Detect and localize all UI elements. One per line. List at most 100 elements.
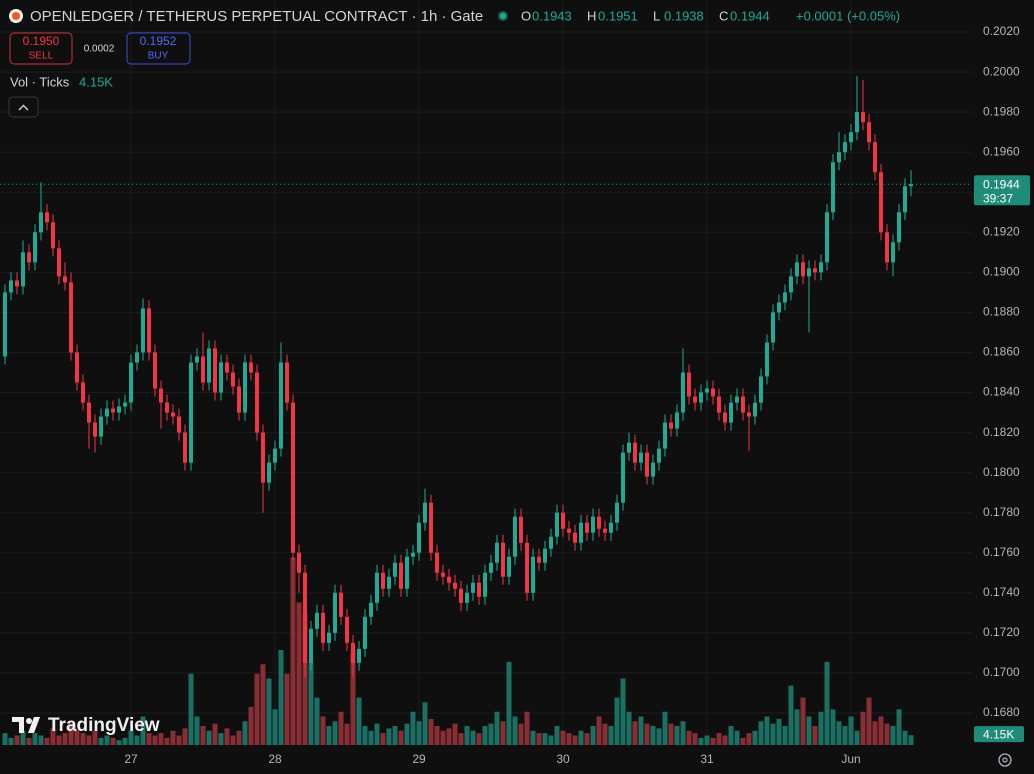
candle-body xyxy=(495,542,499,563)
candle-body xyxy=(351,642,355,663)
candle-body xyxy=(213,348,217,393)
y-tick-label: 0.1860 xyxy=(983,345,1020,359)
candle-body xyxy=(333,592,337,633)
volume-bar xyxy=(146,733,152,745)
candle-body xyxy=(693,396,697,403)
candle-body xyxy=(69,282,73,353)
candle-body xyxy=(711,388,715,397)
settings-icon[interactable] xyxy=(998,753,1012,767)
volume-bar xyxy=(710,737,716,745)
y-tick-label: 0.1760 xyxy=(983,545,1020,559)
volume-bar xyxy=(176,735,182,745)
volume-bar xyxy=(194,716,200,745)
candle-body xyxy=(771,312,775,343)
volume-bar xyxy=(356,697,362,745)
volume-bar xyxy=(182,728,188,745)
x-tick-label: 30 xyxy=(556,752,570,766)
volume-bar xyxy=(374,723,380,745)
candle-body xyxy=(369,602,373,617)
volume-bar xyxy=(128,730,134,745)
volume-axis-label: 4.15K xyxy=(983,727,1014,741)
volume-bar xyxy=(62,733,68,745)
candle-body xyxy=(417,522,421,553)
volume-bar xyxy=(488,723,494,745)
candle-body xyxy=(231,372,235,387)
spread: 0.0002 xyxy=(84,44,115,55)
candle-body xyxy=(141,308,145,353)
collapse-button[interactable] xyxy=(8,96,39,118)
volume-bar xyxy=(308,661,314,745)
candle-body xyxy=(621,452,625,503)
volume-bar xyxy=(662,711,668,745)
candle-body xyxy=(39,212,43,233)
sell-button[interactable] xyxy=(9,32,73,65)
volume-bar xyxy=(116,740,122,745)
volume-bar xyxy=(104,735,110,745)
candle-body xyxy=(789,276,793,293)
candle-body xyxy=(87,402,91,423)
volume-bar xyxy=(878,716,884,745)
candle-body xyxy=(561,512,565,529)
candle-body xyxy=(219,362,223,393)
candle-body xyxy=(873,142,877,173)
volume-bar xyxy=(872,721,878,745)
volume-bar xyxy=(248,707,254,745)
candle-body xyxy=(255,372,259,433)
volume-bar xyxy=(302,614,308,745)
candle-body xyxy=(75,352,79,383)
buy-button[interactable] xyxy=(126,32,191,65)
candle-body xyxy=(297,552,301,573)
ohlc-value: 0.1938 xyxy=(664,8,704,23)
volume-legend[interactable]: Vol · Ticks xyxy=(10,74,70,89)
volume-bar xyxy=(812,726,818,745)
candle-body xyxy=(777,302,781,313)
candle-body xyxy=(909,184,913,187)
volume-bar xyxy=(464,726,470,745)
status-dot-inner xyxy=(500,13,506,19)
volume-bar xyxy=(140,716,146,745)
candle-body xyxy=(813,268,817,273)
volume-bar xyxy=(674,726,680,745)
volume-bar xyxy=(530,730,536,745)
volume-bar xyxy=(626,711,632,745)
candle-body xyxy=(747,412,751,417)
volume-bar xyxy=(344,723,350,745)
candle-body xyxy=(315,612,319,629)
volume-bar xyxy=(422,702,428,745)
candle-body xyxy=(207,348,211,383)
candle-body xyxy=(531,556,535,593)
ohlc-key: H xyxy=(587,8,596,23)
volume-bar xyxy=(656,728,662,745)
volume-bar xyxy=(206,730,212,745)
x-tick-label: 27 xyxy=(124,752,138,766)
candle-body xyxy=(261,432,265,483)
candle-body xyxy=(459,588,463,603)
volume-bar xyxy=(512,716,518,745)
volume-bar xyxy=(572,735,578,745)
candle-body xyxy=(567,528,571,533)
candle-body xyxy=(99,416,103,437)
candle-body xyxy=(525,542,529,593)
candle-body xyxy=(339,592,343,617)
volume-bar xyxy=(350,650,356,745)
volume-bar xyxy=(452,723,458,745)
candle-body xyxy=(867,122,871,143)
volume-bar xyxy=(578,730,584,745)
candle-body xyxy=(519,516,523,543)
y-tick-label: 0.1820 xyxy=(983,425,1020,439)
candle-body xyxy=(177,416,181,433)
candle-body xyxy=(549,536,553,549)
volume-bar xyxy=(500,721,506,745)
candle-layer xyxy=(3,76,913,677)
candle-body xyxy=(453,582,457,589)
candle-body xyxy=(819,262,823,273)
candle-body xyxy=(555,512,559,537)
candle-body xyxy=(237,386,241,413)
candle-body xyxy=(279,362,283,449)
candle-body xyxy=(585,522,589,533)
volume-bar xyxy=(698,737,704,745)
y-tick-label: 0.1960 xyxy=(983,144,1020,158)
buy-label: BUY xyxy=(148,51,169,62)
symbol-title[interactable]: OPENLEDGER / TETHERUS PERPETUAL CONTRACT… xyxy=(30,8,483,25)
collapse-icon xyxy=(18,104,29,111)
